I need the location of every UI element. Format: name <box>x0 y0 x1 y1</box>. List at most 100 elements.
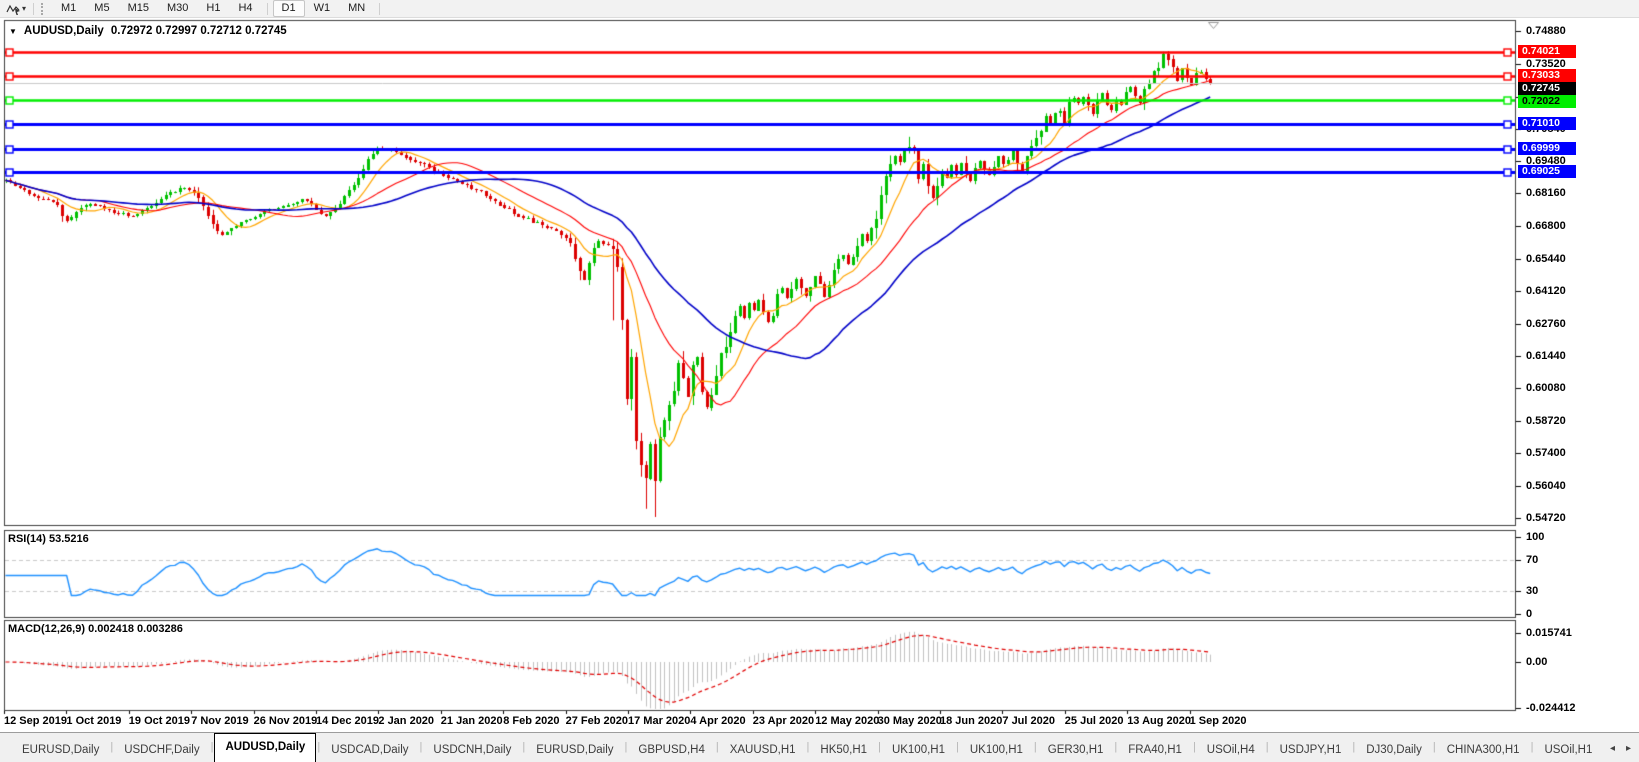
macd-axis-tick: -0.024412 <box>1526 701 1576 714</box>
tab-separator: | <box>317 741 321 753</box>
chart-tab-bar: EURUSD,Daily | USDCHF,Daily | AUDUSD,Daily | U… <box>0 732 1639 762</box>
x-axis-label: 25 Jul 2020 <box>1064 715 1124 727</box>
x-axis-label: 1 Sep 2020 <box>1189 715 1247 727</box>
tab-audusd-daily-active[interactable]: AUDUSD,Daily <box>214 733 317 762</box>
tab-separator: | <box>1192 741 1196 753</box>
tab-dj30-daily[interactable]: DJ30,Daily <box>1366 744 1422 756</box>
x-axis-label: 27 Feb 2020 <box>565 715 628 727</box>
x-axis-label: 8 Feb 2020 <box>503 715 560 727</box>
macd-axis-tick: 0.015741 <box>1526 626 1572 639</box>
timeframe-button-m30[interactable]: M30 <box>166 2 189 14</box>
x-axis-label: 17 Mar 2020 <box>628 715 691 727</box>
tab-separator: | <box>419 741 423 753</box>
price-line-label[interactable]: 0.69999 <box>1518 142 1576 155</box>
timeframe-button-m5[interactable]: M5 <box>94 2 110 14</box>
x-axis-label: 2 Jan 2020 <box>378 715 435 727</box>
tab-separator: | <box>956 741 959 753</box>
timeframe-button-w1[interactable]: W1 <box>313 2 331 14</box>
y-axis-tick: 0.57400 <box>1526 447 1566 460</box>
tab-usdcnh-daily[interactable]: USDCNH,Daily <box>433 744 512 756</box>
x-axis-label: 26 Nov 2019 <box>253 715 318 727</box>
x-axis-label: 18 Jun 2020 <box>940 715 1003 727</box>
tab-usoil-h4[interactable]: USOil,H4 <box>1206 744 1255 756</box>
timeframe-button-m1[interactable]: M1 <box>61 2 77 14</box>
tab-usoil-h1[interactable]: USOil,H1 <box>1544 744 1593 756</box>
tab-navigation: ◂ ▸ <box>1610 743 1631 754</box>
price-line-label[interactable]: 0.74021 <box>1518 45 1576 58</box>
timeframe-button-h1[interactable]: H1 <box>206 2 221 14</box>
x-axis-label: 1 Oct 2019 <box>66 715 122 727</box>
timeframe-button-m15[interactable]: M15 <box>127 2 149 14</box>
tab-separator: | <box>1530 741 1534 753</box>
y-axis-tick: 0.60080 <box>1526 382 1566 395</box>
price-line-label[interactable]: 0.72022 <box>1518 95 1576 108</box>
tab-ger30-h1[interactable]: GER30,H1 <box>1047 744 1104 756</box>
tab-separator: | <box>1352 741 1356 753</box>
tab-hk50-h1[interactable]: HK50,H1 <box>820 744 868 756</box>
tab-separator: | <box>878 741 881 753</box>
chart-ohlc-values: 0.72972 0.72997 0.72712 0.72745 <box>110 25 287 37</box>
timeframe-buttons: M1 M5 M15 M30 H1 H4 D1 W1 MN <box>52 0 385 18</box>
rsi-axis-tick: 30 <box>1526 584 1539 597</box>
tab-separator: | <box>624 741 628 753</box>
tab-separator: | <box>1033 741 1037 753</box>
timeframe-button-h4[interactable]: H4 <box>238 2 253 14</box>
tab-scroll-left-icon[interactable]: ◂ <box>1609 743 1615 754</box>
tab-usdchf-daily[interactable]: USDCHF,Daily <box>124 744 200 756</box>
y-axis-tick: 0.62760 <box>1526 317 1566 330</box>
rsi-axis-tick: 0 <box>1526 608 1533 620</box>
y-axis-tick: 0.69480 <box>1526 155 1566 168</box>
y-axis-tick: 0.54720 <box>1526 511 1566 524</box>
tab-separator: | <box>1265 741 1269 753</box>
tab-china300-h1[interactable]: CHINA300,H1 <box>1446 744 1520 756</box>
chart-tabs: EURUSD,Daily | USDCHF,Daily | AUDUSD,Daily | U… <box>12 733 1602 762</box>
tab-eurusd-daily[interactable]: EURUSD,Daily <box>536 744 614 756</box>
rsi-indicator-label: RSI(14) 53.5216 <box>8 533 89 545</box>
y-axis-tick: 0.73520 <box>1526 57 1566 70</box>
x-axis-label: 12 May 2020 <box>815 715 880 727</box>
tab-usdcad-daily[interactable]: USDCAD,Daily <box>331 744 409 756</box>
tab-separator: | <box>806 741 810 753</box>
toolbar-separator <box>33 2 35 15</box>
dropdown-triangle-icon[interactable]: ▼ <box>9 26 17 36</box>
y-axis-tick: 0.58720 <box>1526 415 1566 428</box>
tab-uk100-h1[interactable]: UK100,H1 <box>891 744 945 756</box>
tab-uk100-h1[interactable]: UK100,H1 <box>969 744 1023 756</box>
y-axis-tick: 0.61440 <box>1526 349 1566 362</box>
tab-gbpusd-h4[interactable]: GBPUSD,H4 <box>638 744 705 756</box>
y-axis-tick: 0.68160 <box>1526 187 1566 200</box>
tab-eurusd-daily[interactable]: EURUSD,Daily <box>22 744 100 756</box>
y-axis-tick: 0.64120 <box>1526 284 1566 297</box>
toolbar-separator <box>379 2 381 15</box>
price-line-label[interactable]: 0.71010 <box>1518 117 1576 130</box>
tab-xauusd-h1[interactable]: XAUUSD,H1 <box>729 744 796 756</box>
tab-separator: | <box>715 741 719 753</box>
price-axis: 0.748800.735200.721600.708400.694800.681… <box>1517 0 1639 714</box>
tab-separator: | <box>1114 741 1118 753</box>
price-line-label[interactable]: 0.73033 <box>1518 69 1576 82</box>
x-axis-label: 19 Oct 2019 <box>128 715 190 727</box>
dropdown-caret-icon[interactable]: ▾ <box>22 4 27 13</box>
tab-scroll-right-icon[interactable]: ▸ <box>1625 743 1631 754</box>
y-axis-tick: 0.56040 <box>1526 480 1566 493</box>
timeframe-button-d1[interactable]: D1 <box>272 0 305 17</box>
y-axis-tick: 0.74880 <box>1526 25 1566 37</box>
current-price-label[interactable]: 0.72745 <box>1518 82 1576 95</box>
toolbar-grip-handle[interactable] <box>41 2 46 15</box>
x-axis-label: 4 Apr 2020 <box>690 715 746 727</box>
x-axis-label: 14 Dec 2019 <box>316 715 379 727</box>
tab-fra40-h1[interactable]: FRA40,H1 <box>1128 744 1182 756</box>
tab-separator: | <box>110 741 114 753</box>
x-axis-label: 7 Jul 2020 <box>1002 715 1055 727</box>
timeframe-button-mn[interactable]: MN <box>348 2 366 14</box>
chart-title: ▼ AUDUSD,Daily 0.72972 0.72997 0.72712 0… <box>9 25 287 37</box>
price-line-label[interactable]: 0.69025 <box>1518 165 1576 178</box>
date-axis: 12 Sep 2019 1 Oct 2019 19 Oct 2019 7 Nov 20… <box>0 711 1516 732</box>
y-axis-tick: 0.65440 <box>1526 253 1566 266</box>
crosshair-pointer-icon[interactable] <box>4 2 22 16</box>
tab-usdjpy-h1[interactable]: USDJPY,H1 <box>1279 744 1342 756</box>
top-toolbar: ▾ M1 M5 M15 M30 H1 H4 D1 W1 MN <box>0 0 1639 18</box>
tab-separator: | <box>210 741 214 753</box>
